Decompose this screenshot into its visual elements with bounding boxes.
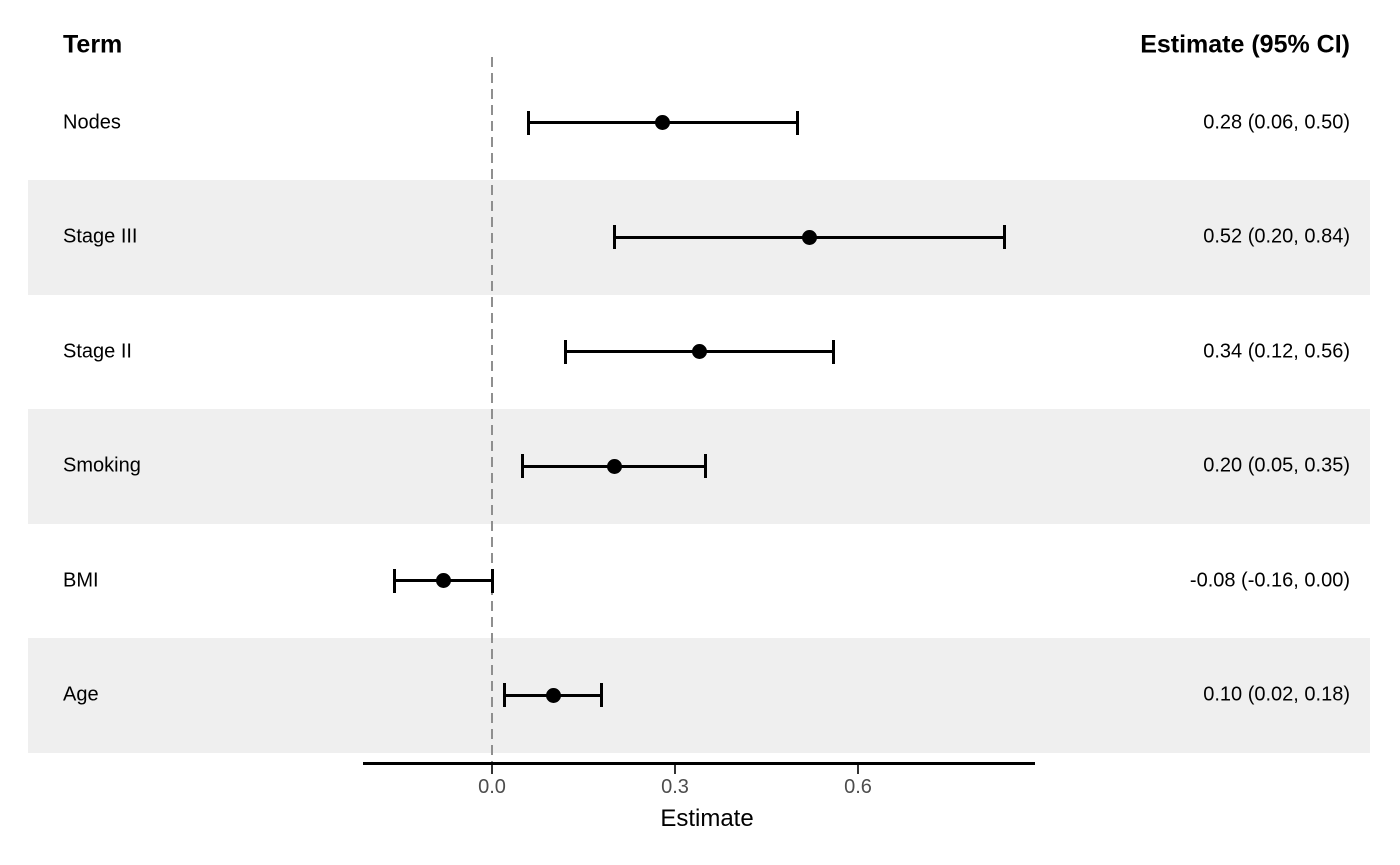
ci-lower-cap — [527, 110, 531, 135]
ci-upper-cap — [832, 339, 836, 364]
estimate-ci-value: 0.28 (0.06, 0.50) — [1203, 111, 1350, 134]
x-axis-tick-label: 0.3 — [661, 776, 689, 798]
x-axis-tick-mark — [674, 765, 676, 774]
ci-lower-cap — [502, 683, 506, 708]
point-estimate-marker — [801, 229, 817, 245]
ci-upper-cap — [1002, 225, 1006, 250]
ci-upper-cap — [600, 683, 604, 708]
ci-upper-cap — [704, 454, 707, 479]
term-label: Nodes — [63, 111, 121, 134]
estimate-ci-value: 0.34 (0.12, 0.56) — [1203, 340, 1350, 363]
ci-lower-cap — [392, 568, 396, 593]
point-estimate-marker — [606, 458, 622, 474]
ci-lower-cap — [521, 454, 524, 479]
x-axis-tick-mark — [857, 765, 859, 774]
term-column-header: Term — [63, 30, 123, 59]
estimate-ci-value: 0.10 (0.02, 0.18) — [1203, 683, 1350, 706]
x-axis-title: Estimate — [660, 805, 754, 832]
point-estimate-marker — [655, 115, 671, 131]
term-label: Stage II — [63, 340, 132, 363]
ci-upper-cap — [795, 110, 799, 135]
point-estimate-marker — [435, 573, 451, 589]
ci-lower-cap — [612, 225, 616, 250]
x-axis-line — [363, 762, 1035, 765]
point-estimate-marker — [545, 687, 561, 703]
ci-lower-cap — [563, 339, 567, 364]
estimate-ci-value: 0.20 (0.05, 0.35) — [1203, 454, 1350, 477]
estimate-ci-value: -0.08 (-0.16, 0.00) — [1189, 569, 1350, 592]
row-stripe — [28, 638, 1370, 753]
term-label: BMI — [63, 569, 99, 592]
x-axis-tick-mark — [491, 765, 493, 774]
zero-reference-line — [491, 57, 493, 762]
ci-upper-cap — [490, 568, 494, 593]
estimate-ci-column-header: Estimate (95% CI) — [1140, 30, 1350, 59]
term-label: Age — [63, 683, 99, 706]
term-label: Stage III — [63, 225, 138, 248]
term-label: Smoking — [63, 454, 141, 477]
point-estimate-marker — [691, 344, 707, 360]
x-axis-tick-label: 0.6 — [844, 776, 872, 798]
estimate-ci-value: 0.52 (0.20, 0.84) — [1203, 225, 1350, 248]
x-axis-tick-label: 0.0 — [478, 776, 506, 798]
